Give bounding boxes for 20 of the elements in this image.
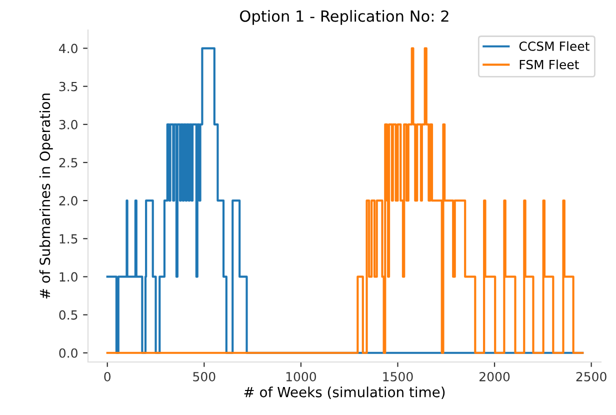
x-tick-label: 500 (193, 372, 216, 382)
legend-label: FSM Fleet (520, 60, 579, 70)
chart-title: Option 1 - Replication No: 2 (240, 10, 448, 25)
x-tick-label: 2000 (480, 372, 510, 382)
y-tick-label: 0.5 (59, 310, 78, 320)
y-tick-label: 0.0 (59, 348, 78, 358)
y-tick-label: 2.5 (59, 158, 78, 168)
x-tick-label: 2500 (576, 372, 606, 382)
y-tick-label: 3.5 (59, 82, 78, 92)
y-tick-label: 2.0 (59, 196, 78, 206)
x-tick-label: 0 (104, 372, 111, 382)
y-axis-title: # of Submarines in Operation (39, 94, 53, 298)
x-tick-label: 1000 (286, 372, 316, 382)
y-tick-label: 3.0 (59, 120, 78, 130)
x-tick-label: 1500 (383, 372, 413, 382)
y-tick-label: 1.0 (60, 272, 78, 282)
y-tick-label: 4.0 (59, 44, 78, 54)
y-tick-label: 1.5 (60, 234, 78, 244)
x-axis-title: # of Weeks (simulation time) (244, 386, 445, 399)
legend-label: CCSM Fleet (519, 41, 590, 51)
